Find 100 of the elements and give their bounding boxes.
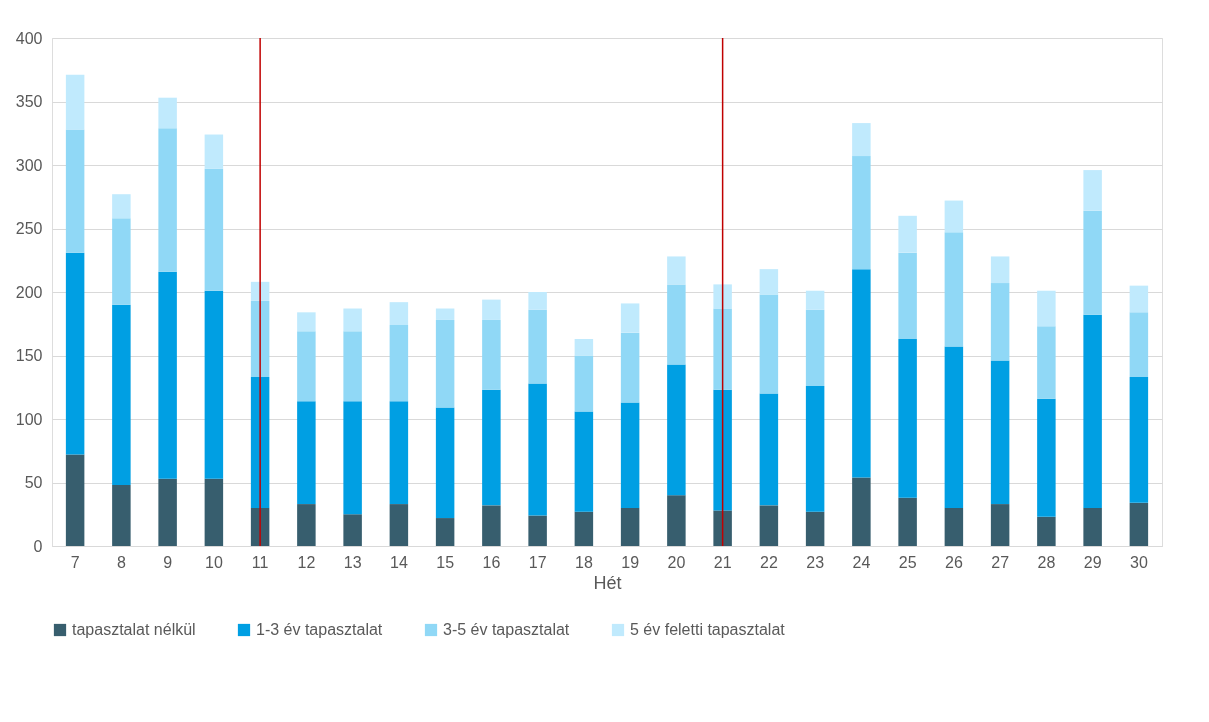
bar bbox=[667, 284, 686, 365]
bar bbox=[482, 299, 501, 320]
bar bbox=[620, 402, 640, 508]
bar bbox=[158, 97, 177, 129]
x-tick-label: 26 bbox=[944, 553, 963, 571]
bar bbox=[297, 312, 316, 332]
bar bbox=[204, 134, 224, 169]
x-tick-label: 27 bbox=[991, 553, 1010, 571]
bar bbox=[805, 290, 825, 310]
x-tick-label: 9 bbox=[163, 553, 173, 571]
bar bbox=[990, 504, 1010, 546]
bar bbox=[805, 385, 825, 512]
bar bbox=[65, 454, 85, 546]
bar bbox=[158, 478, 177, 546]
legend-label: 3-5 év tapasztalat bbox=[443, 621, 570, 638]
y-tick-label: 50 bbox=[24, 474, 43, 491]
bar bbox=[435, 319, 455, 408]
bar bbox=[852, 156, 871, 270]
bar bbox=[759, 269, 779, 295]
bar bbox=[65, 129, 85, 253]
bar bbox=[389, 302, 409, 326]
bar bbox=[574, 355, 594, 412]
bar bbox=[389, 401, 409, 505]
bar bbox=[1129, 285, 1149, 313]
bar bbox=[667, 256, 686, 285]
x-tick-label: 11 bbox=[251, 553, 269, 571]
bar bbox=[898, 338, 917, 498]
bar bbox=[898, 215, 917, 253]
bar bbox=[1129, 502, 1149, 546]
bar bbox=[898, 497, 917, 546]
bar bbox=[944, 232, 964, 347]
bar bbox=[944, 346, 964, 508]
bar bbox=[574, 511, 594, 546]
bar bbox=[343, 308, 362, 332]
bar bbox=[112, 194, 131, 219]
x-tick-label: 14 bbox=[389, 553, 408, 571]
bar bbox=[158, 128, 177, 272]
bar bbox=[158, 271, 177, 479]
y-tick-label: 250 bbox=[15, 220, 43, 237]
x-tick-label: 29 bbox=[1083, 553, 1102, 571]
bar bbox=[898, 252, 917, 339]
bar bbox=[944, 507, 964, 546]
bar bbox=[1037, 326, 1056, 399]
x-tick-label: 23 bbox=[806, 553, 825, 571]
bar bbox=[1083, 210, 1102, 315]
y-tick-label: 200 bbox=[15, 283, 43, 301]
bar bbox=[1083, 507, 1102, 546]
x-tick-label: 20 bbox=[667, 553, 686, 571]
bar bbox=[759, 393, 779, 506]
bar bbox=[204, 290, 224, 479]
legend-label: 1-3 év tapasztalat bbox=[256, 621, 383, 638]
bar bbox=[667, 495, 686, 546]
x-tick-label: 21 bbox=[713, 553, 732, 571]
bar bbox=[1037, 516, 1056, 546]
bar bbox=[435, 308, 455, 320]
bar bbox=[990, 360, 1010, 505]
bar bbox=[852, 269, 871, 478]
y-tick-label: 150 bbox=[15, 347, 43, 364]
bar bbox=[343, 401, 362, 515]
x-tick-label: 12 bbox=[297, 553, 316, 571]
bar bbox=[435, 407, 455, 519]
bar bbox=[528, 515, 547, 546]
bar bbox=[112, 218, 131, 305]
bar bbox=[1129, 312, 1149, 378]
bar bbox=[944, 200, 964, 233]
y-tick-label: 100 bbox=[15, 410, 43, 428]
bar bbox=[1129, 377, 1149, 503]
bar bbox=[574, 411, 594, 512]
bar bbox=[435, 518, 455, 546]
y-tick-label: 400 bbox=[15, 29, 43, 47]
bar bbox=[297, 401, 316, 505]
x-tick-label: 10 bbox=[204, 553, 223, 571]
bar bbox=[482, 319, 501, 390]
bar bbox=[1083, 170, 1102, 211]
x-tick-label: 22 bbox=[759, 553, 778, 571]
bar bbox=[389, 325, 409, 402]
x-tick-label: 8 bbox=[116, 553, 126, 571]
x-tick-label: 19 bbox=[621, 553, 640, 571]
bar bbox=[990, 256, 1010, 284]
x-tick-label: 16 bbox=[482, 553, 501, 571]
bar bbox=[667, 364, 686, 496]
legend-label: tapasztalat nélkül bbox=[72, 621, 196, 638]
bar bbox=[482, 389, 501, 506]
x-tick-label: 28 bbox=[1037, 553, 1056, 571]
bar bbox=[112, 485, 131, 546]
x-tick-label: 7 bbox=[70, 553, 80, 571]
bar bbox=[1083, 314, 1102, 508]
bar bbox=[620, 507, 640, 546]
bar bbox=[1037, 398, 1056, 517]
bar bbox=[204, 478, 224, 546]
bar bbox=[528, 292, 547, 310]
legend-label: 5 év feletti tapasztalat bbox=[630, 621, 786, 638]
x-tick-label: 30 bbox=[1129, 553, 1148, 571]
bar bbox=[112, 304, 131, 486]
x-tick-label: 13 bbox=[343, 553, 362, 571]
x-tick-label: 17 bbox=[528, 553, 547, 571]
bar bbox=[482, 505, 501, 546]
x-tick-label: 25 bbox=[898, 553, 917, 571]
bar bbox=[65, 252, 85, 455]
x-axis-title: Hét bbox=[593, 572, 622, 593]
